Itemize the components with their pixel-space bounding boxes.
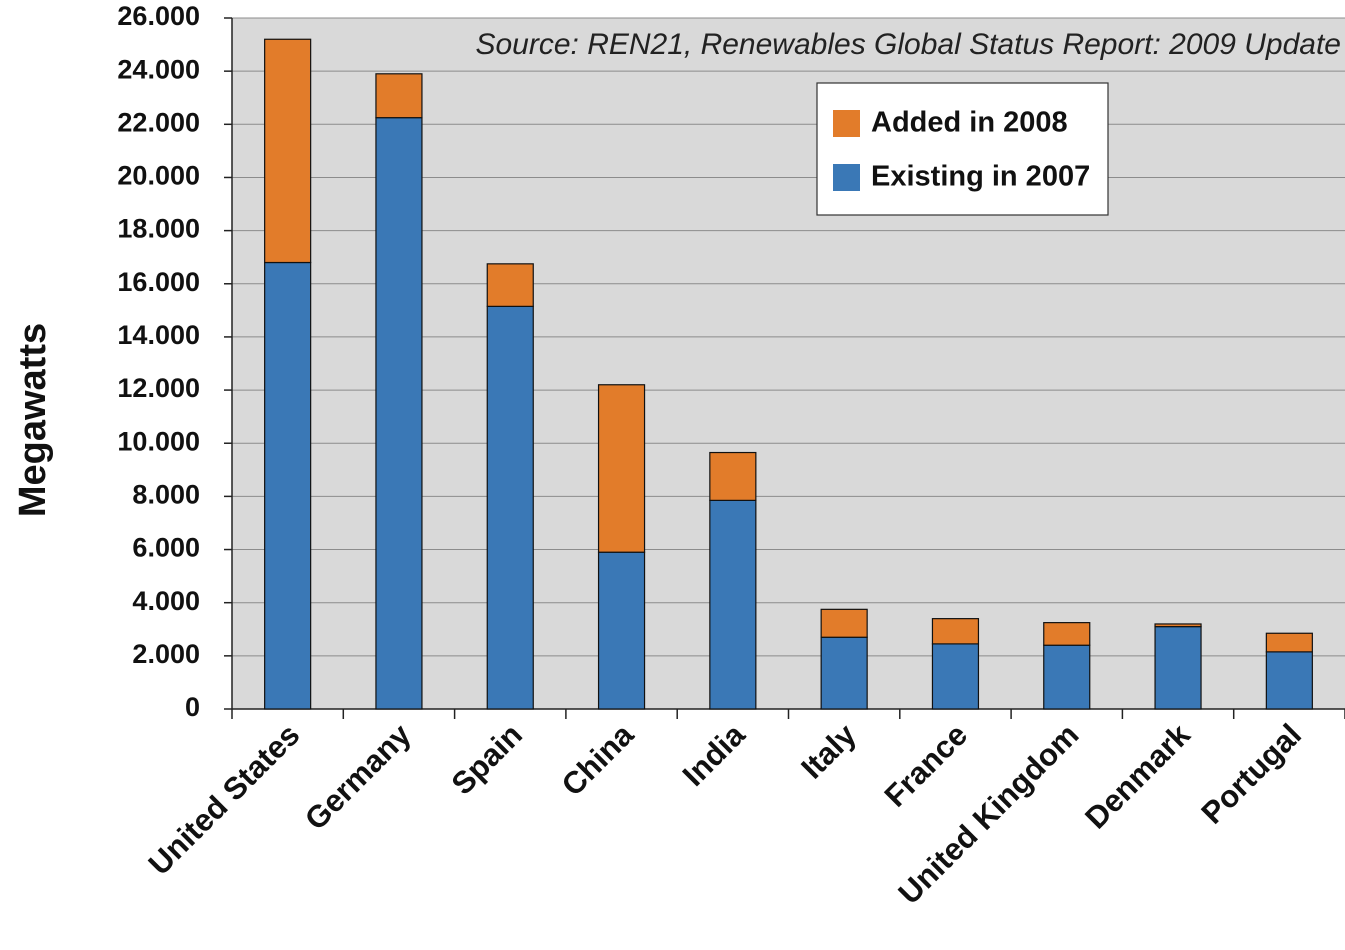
legend-swatch <box>833 110 860 137</box>
bar-segment <box>709 499 757 710</box>
legend-box <box>816 82 1109 216</box>
x-tick-label: France <box>878 717 975 814</box>
legend-label: Added in 2008 <box>871 107 1068 139</box>
bar-segment <box>597 551 646 710</box>
bar-segment <box>1043 644 1091 710</box>
y-tick-label: 20.000 <box>117 161 200 191</box>
bar-segment <box>1265 651 1313 710</box>
bar-segment <box>597 384 646 553</box>
bar-segment <box>264 261 312 710</box>
bar-segment <box>709 451 757 501</box>
bar-segment <box>264 38 312 264</box>
y-axis-label: Megawatts <box>12 323 54 517</box>
x-tick-label: Italy <box>794 716 863 785</box>
bar-segment <box>1265 632 1313 653</box>
y-tick-label: 22.000 <box>117 107 200 137</box>
y-tick-label: 24.000 <box>117 54 200 84</box>
y-tick-label: 12.000 <box>117 373 200 403</box>
bar-segment <box>820 636 868 710</box>
y-tick-label: 6.000 <box>132 533 200 563</box>
y-tick-label: 26.000 <box>117 1 200 31</box>
bar-segment <box>486 305 534 710</box>
legend-swatch <box>833 164 860 191</box>
x-tick-label: India <box>676 716 752 792</box>
x-tick-label: China <box>555 716 641 802</box>
bar-segment <box>1154 626 1202 710</box>
y-tick-label: 8.000 <box>132 480 200 510</box>
x-tick-label: Germany <box>298 716 418 836</box>
bar-segment <box>931 618 980 645</box>
bar-segment <box>931 643 980 710</box>
y-tick-label: 10.000 <box>117 426 200 456</box>
y-tick-label: 4.000 <box>132 586 200 616</box>
bar-segment <box>375 73 423 119</box>
y-tick-label: 18.000 <box>117 214 200 244</box>
x-tick-label: United States <box>142 717 307 882</box>
annotation: Source: REN21, Renewables Global Status … <box>475 28 1341 61</box>
x-tick-label: Spain <box>445 717 529 801</box>
x-tick-label: Portugal <box>1194 717 1308 831</box>
x-tick-label: Denmark <box>1078 716 1197 835</box>
bar-segment <box>1043 622 1091 646</box>
y-tick-label: 16.000 <box>117 267 200 297</box>
y-tick-label: 0 <box>185 692 200 722</box>
bar-segment <box>486 263 534 307</box>
bar-segment <box>820 608 868 638</box>
bar-segment <box>1154 623 1202 628</box>
bar-segment <box>375 117 423 710</box>
y-tick-label: 14.000 <box>117 320 200 350</box>
y-tick-label: 2.000 <box>132 639 200 669</box>
legend-label: Existing in 2007 <box>871 161 1090 193</box>
